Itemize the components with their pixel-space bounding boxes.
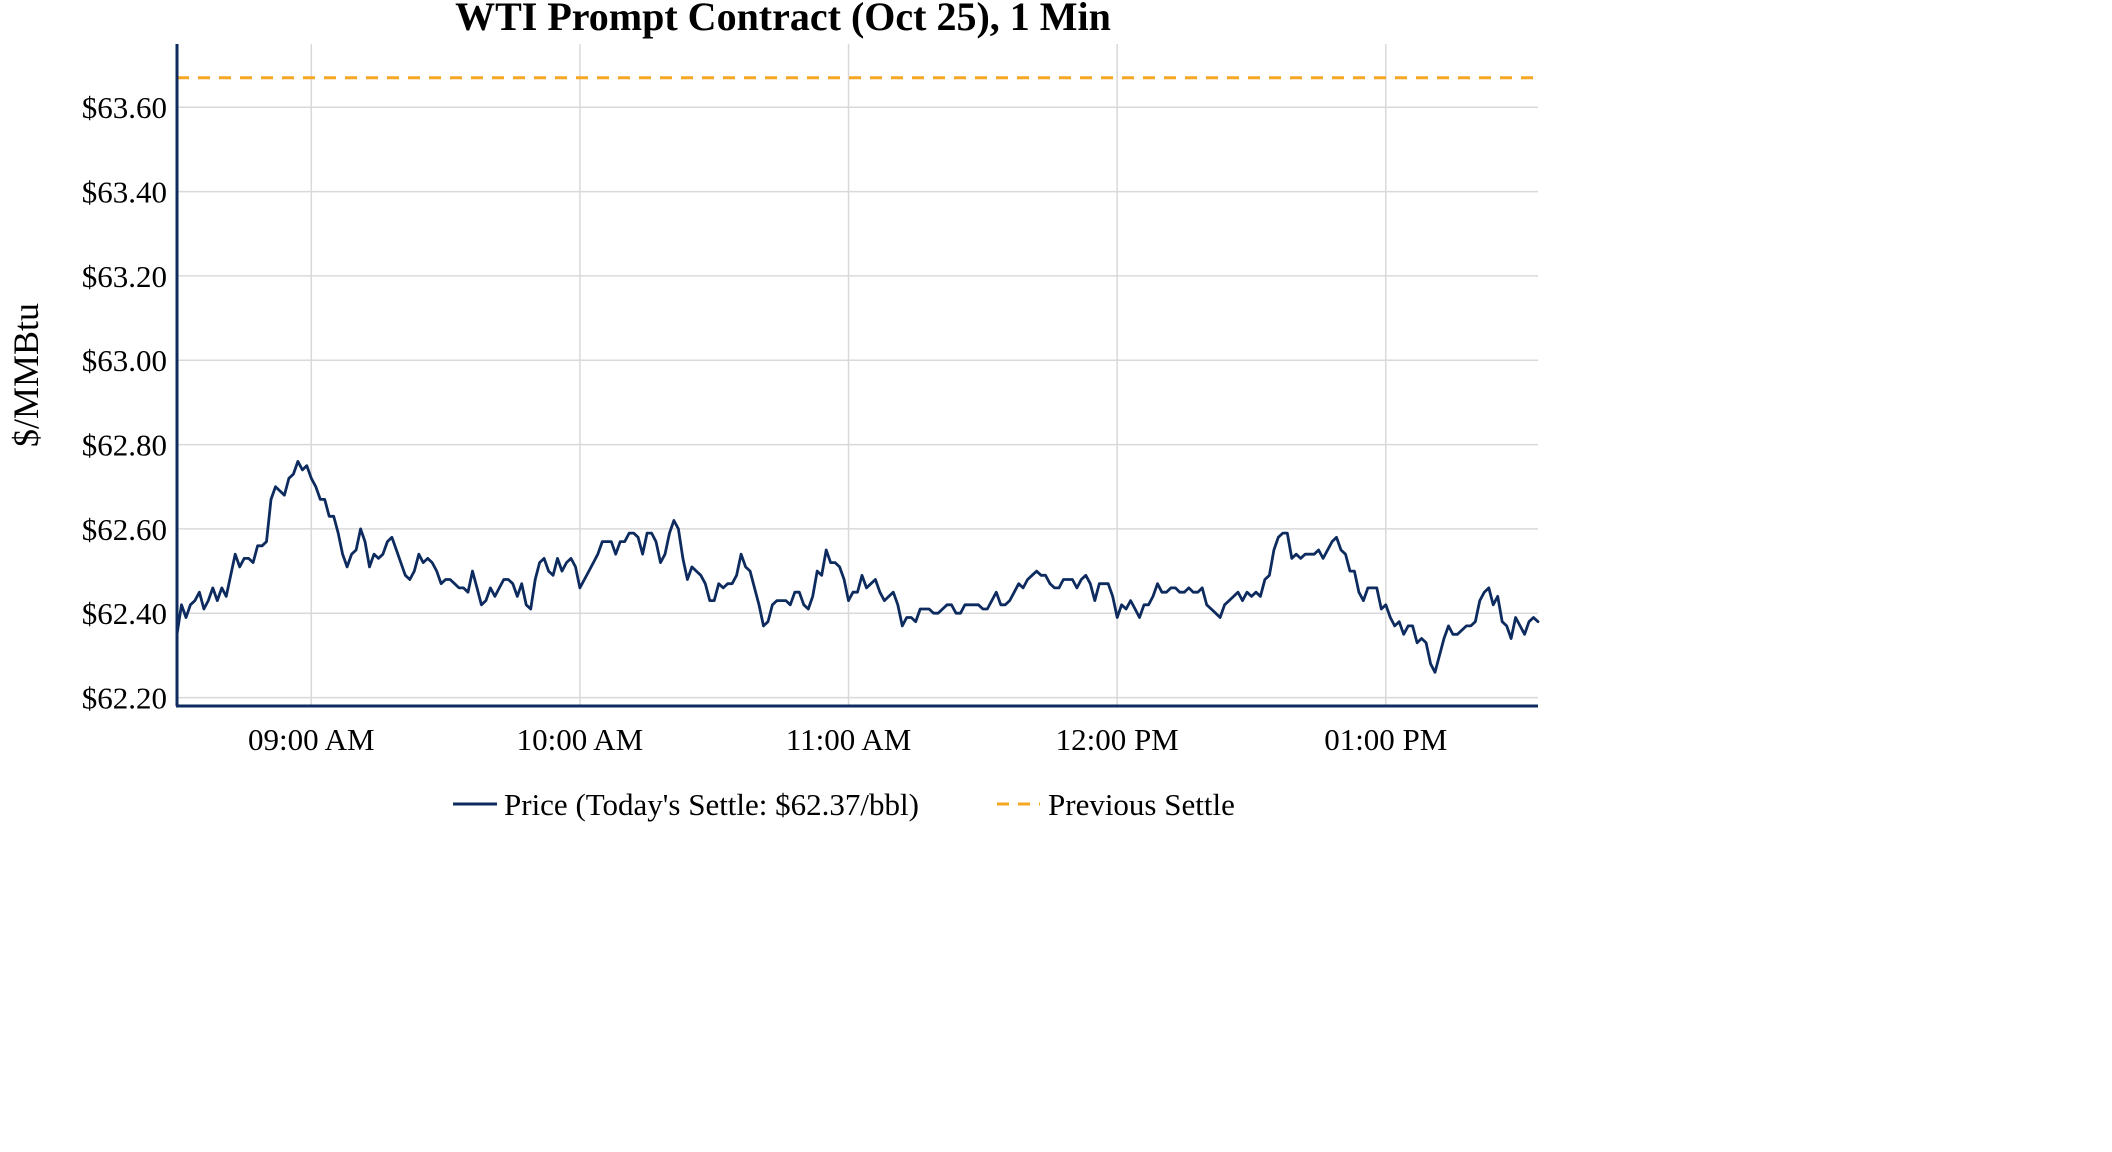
gridlines [177,44,1538,706]
price-line [175,459,1540,674]
y-axis-title: $/MMBtu [6,303,46,447]
y-tick-labels: $62.20 $62.40 $62.60 $62.80 $63.00 $63.20 $63.… [82,90,167,715]
x-tick-label: 10:00 AM [517,722,644,757]
y-tick-label: $63.00 [82,343,167,378]
y-tick-label: $62.80 [82,428,167,463]
x-tick-label: 09:00 AM [248,722,375,757]
legend: Price (Today's Settle: $62.37/bbl) Previ… [453,787,1235,822]
x-tick-label: 01:00 PM [1324,722,1447,757]
legend-label-price: Price (Today's Settle: $62.37/bbl) [504,787,919,822]
series-layer [175,76,1540,674]
y-tick-label: $62.60 [82,512,167,547]
price-chart: WTI Prompt Contract (Oct 25), 1 Min $/MM… [6,0,1540,822]
legend-label-previous-settle: Previous Settle [1048,787,1235,822]
y-tick-label: $63.60 [82,90,167,125]
y-tick-label: $63.40 [82,175,167,210]
x-tick-labels: 09:00 AM 10:00 AM 11:00 AM 12:00 PM 01:00 PM [248,722,1447,757]
y-tick-label: $62.40 [82,596,167,631]
y-tick-label: $62.20 [82,681,167,716]
y-tick-label: $63.20 [82,259,167,294]
x-tick-label: 12:00 PM [1056,722,1179,757]
x-tick-label: 11:00 AM [786,722,911,757]
chart-title: WTI Prompt Contract (Oct 25), 1 Min [455,0,1111,39]
